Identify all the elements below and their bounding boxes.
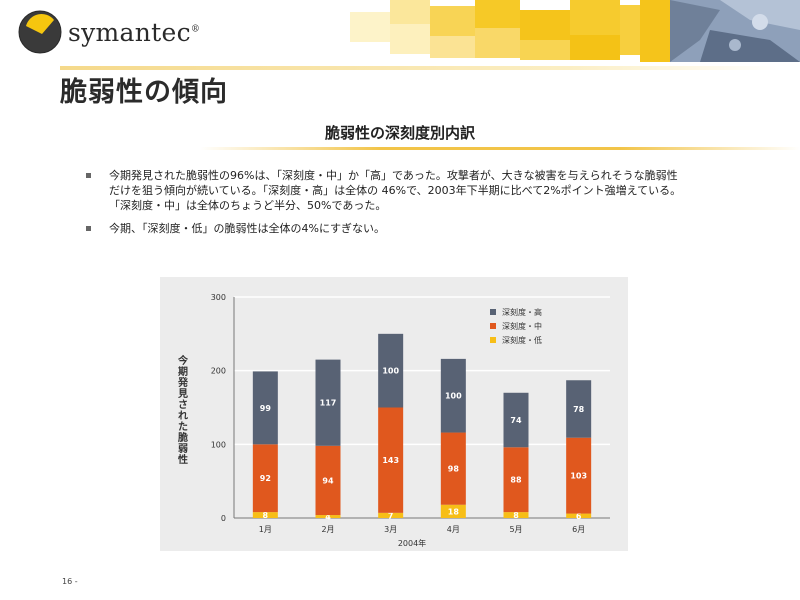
page-title: 脆弱性の傾向 bbox=[60, 77, 228, 108]
chart-bar-segment bbox=[378, 333, 404, 408]
chart-x-axis-label: 2004年 bbox=[398, 538, 426, 548]
chart-x-tick-label: 2月 bbox=[321, 525, 334, 534]
chart-data-label: 92 bbox=[260, 474, 271, 483]
bullet-line: 今期、「深刻度・低」の脆弱性は全体の4%にすぎない。 bbox=[109, 222, 386, 235]
chart-bar-segment bbox=[378, 512, 404, 518]
chart-bar-segment bbox=[503, 392, 529, 448]
chart-bar-segment bbox=[503, 447, 529, 513]
chart-legend-swatch bbox=[490, 337, 496, 343]
chart-data-label: 143 bbox=[382, 456, 399, 465]
chart-bar-segment bbox=[378, 407, 404, 513]
chart-data-label: 6 bbox=[576, 512, 582, 521]
chart-data-label: 99 bbox=[260, 404, 272, 413]
title-bar-decoration bbox=[60, 66, 780, 70]
chart-y-tick-label: 0 bbox=[221, 514, 226, 523]
stacked-bar-chart: 0 100 200 300 8 92 99 1月 4 94 117 2月 7 143 100 3月 18 98 10… bbox=[160, 277, 628, 551]
brand-name: symantec® bbox=[68, 17, 201, 47]
chart-bar-segment bbox=[252, 371, 278, 445]
chart-x-tick-label: 5月 bbox=[509, 525, 522, 534]
chart-data-label: 78 bbox=[573, 405, 585, 414]
bullet-line: 今期発見された脆弱性の96%は、「深刻度・中」か「高」であった。攻撃者が、大きな… bbox=[109, 169, 678, 182]
chart-x-tick-label: 6月 bbox=[572, 525, 585, 534]
chart-y-tick-label: 100 bbox=[211, 440, 226, 449]
chart-y-axis-label: 今期発見された脆弱性 bbox=[178, 356, 188, 466]
chart-bar-segment bbox=[566, 513, 592, 518]
chart-data-label: 88 bbox=[510, 476, 522, 485]
chart-data-label: 103 bbox=[570, 472, 587, 481]
chart-y-tick-label: 200 bbox=[211, 367, 226, 376]
chart-data-label: 4 bbox=[325, 513, 331, 522]
chart-legend-label: 深刻度・中 bbox=[502, 321, 542, 331]
subtitle-underline bbox=[200, 147, 800, 150]
chart-bar-segment bbox=[440, 504, 466, 518]
chart-data-label: 100 bbox=[382, 367, 399, 376]
chart-data-label: 117 bbox=[320, 399, 337, 408]
chart-legend-swatch bbox=[490, 323, 496, 329]
page-number: 16 - bbox=[62, 577, 78, 586]
chart-data-label: 100 bbox=[445, 392, 462, 401]
symantec-logo: symantec® bbox=[18, 10, 200, 54]
chart-data-label: 8 bbox=[513, 511, 519, 520]
chart-bar-segment bbox=[315, 445, 341, 516]
bullet-item: 今期発見された脆弱性の96%は、「深刻度・中」か「高」であった。攻撃者が、大きな… bbox=[86, 168, 776, 213]
chart-data-label: 18 bbox=[448, 507, 460, 516]
bullet-item: 今期、「深刻度・低」の脆弱性は全体の4%にすぎない。 bbox=[86, 221, 776, 236]
chart-bar-segment bbox=[315, 515, 341, 518]
bullet-list: 今期発見された脆弱性の96%は、「深刻度・中」か「高」であった。攻撃者が、大きな… bbox=[86, 168, 776, 244]
chart-bar-segment bbox=[503, 512, 529, 518]
bullet-line: だけを狙う傾向が続いている。「深刻度・高」は全体の 46%で、2003年下半期に… bbox=[109, 184, 682, 197]
chart-x-tick-label: 4月 bbox=[447, 525, 460, 534]
chart-data-label: 8 bbox=[263, 511, 269, 520]
chart-legend-swatch bbox=[490, 309, 496, 315]
chart-x-tick-label: 1月 bbox=[259, 525, 272, 534]
chart-bar-segment bbox=[566, 437, 592, 514]
chart-bar-segment bbox=[315, 359, 341, 446]
chart-bar-segment bbox=[252, 444, 278, 513]
symantec-logo-icon bbox=[18, 10, 62, 54]
section-subtitle: 脆弱性の深刻度別内訳 bbox=[324, 124, 475, 142]
header-photo-decoration bbox=[640, 0, 800, 62]
chart-data-label: 98 bbox=[448, 465, 460, 474]
chart-bar-segment bbox=[252, 512, 278, 518]
chart-data-label: 94 bbox=[322, 476, 334, 485]
chart-canvas: 0 100 200 300 8 92 99 1月 4 94 117 2月 7 143 100 3月 18 98 10… bbox=[211, 293, 610, 548]
chart-legend-label: 深刻度・低 bbox=[502, 335, 542, 345]
chart-bar-segment bbox=[440, 358, 466, 433]
chart-bar-segment bbox=[566, 380, 592, 438]
chart-bar-segment bbox=[440, 432, 466, 505]
bullet-line: 「深刻度・中」は全体のちょうど半分、50%であった。 bbox=[109, 199, 387, 212]
chart-x-tick-label: 3月 bbox=[384, 525, 397, 534]
bullet-marker-icon bbox=[86, 226, 91, 231]
bullet-marker-icon bbox=[86, 173, 91, 178]
chart-legend-label: 深刻度・高 bbox=[502, 307, 542, 317]
chart-data-label: 74 bbox=[510, 416, 522, 425]
chart-data-label: 7 bbox=[388, 511, 394, 520]
chart-y-tick-label: 300 bbox=[211, 293, 226, 302]
